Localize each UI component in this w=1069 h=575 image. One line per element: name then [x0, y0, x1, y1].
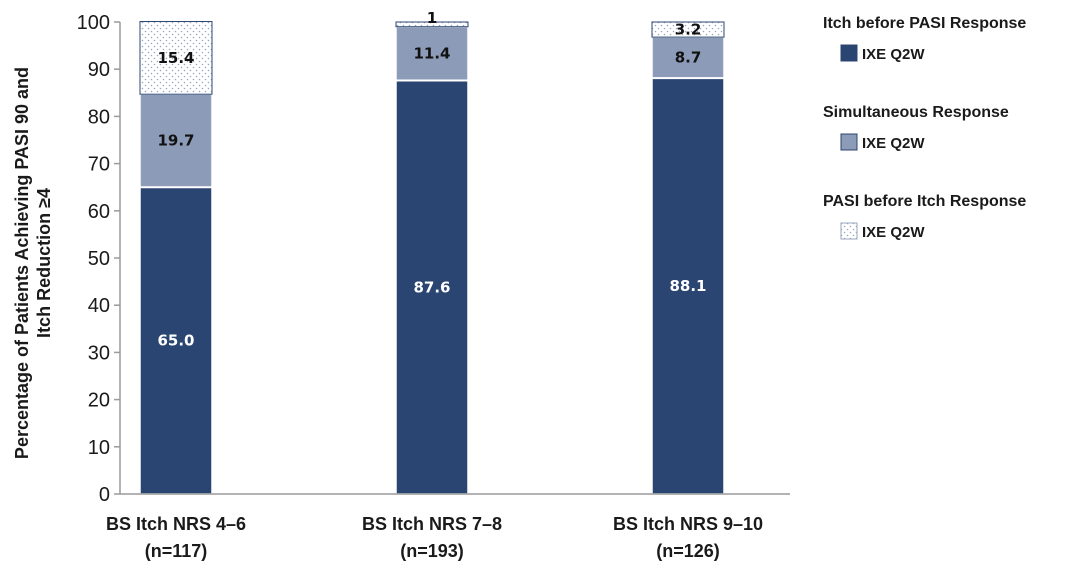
y-axis-title-line: Percentage of Patients Achieving PASI 90… — [12, 67, 32, 459]
bar-segment — [395, 25, 469, 82]
x-category-label-line: BS Itch NRS 7–8 — [362, 514, 502, 534]
legend-group-title: Simultaneous Response — [823, 104, 1009, 121]
y-tick-label: 10 — [88, 437, 110, 459]
legend-entry-label: IXE Q2W — [862, 224, 925, 241]
legend-group-title: PASI before Itch Response — [823, 193, 1026, 210]
x-category-label: BS Itch NRS 7–8 (n=193) — [362, 514, 502, 561]
data-label: 65.0 — [157, 332, 194, 350]
legend-swatch — [840, 44, 858, 62]
y-tick-label: 70 — [88, 154, 110, 176]
legend-swatch — [840, 222, 858, 240]
y-tick-label: 50 — [88, 248, 110, 270]
x-category-label-line: (n=117) — [145, 541, 208, 561]
y-tick-label: 0 — [99, 484, 110, 506]
y-axis-title-line: Itch Reduction ≥4 — [34, 188, 54, 338]
legend-group-title: Itch before PASI Response — [823, 15, 1026, 32]
legend-swatch — [840, 133, 858, 151]
data-label: 1 — [427, 9, 437, 27]
y-tick-label: 80 — [88, 106, 110, 128]
bar-segment — [139, 186, 213, 495]
x-category-label-line: (n=193) — [400, 541, 464, 561]
bar-segment — [139, 21, 213, 95]
y-tick-label: 90 — [88, 59, 110, 81]
x-category-label-line: (n=126) — [656, 541, 720, 561]
data-label: 87.6 — [413, 278, 450, 296]
y-tick-label: 30 — [88, 342, 110, 364]
legend-entry-label: IXE Q2W — [862, 46, 925, 63]
bar-segment — [651, 77, 725, 495]
y-axis: 0 10 20 30 40 50 60 70 80 90 100 — [77, 12, 121, 506]
y-axis-label: Percentage of Patients Achieving PASI 90… — [12, 67, 54, 459]
x-category-label-line: BS Itch NRS 9–10 — [613, 514, 763, 534]
y-tick-label: 40 — [88, 295, 110, 317]
data-label: 19.7 — [157, 132, 194, 150]
bars: 65.0 19.7 15.4 87.6 11.4 1 88.1 8.7 3.2 — [139, 9, 725, 495]
legend-entry-label: IXE Q2W — [862, 135, 925, 152]
x-axis: BS Itch NRS 4–6 (n=117) BS Itch NRS 7–8 (n=… — [106, 493, 790, 561]
y-tick-label: 100 — [77, 12, 110, 34]
x-category-label-line: BS Itch NRS 4–6 — [106, 514, 246, 534]
data-label: 15.4 — [157, 49, 194, 67]
y-axis-title: Percentage of Patients Achieving PASI 90… — [12, 67, 54, 459]
data-label: 88.1 — [669, 277, 706, 295]
y-tick-label: 20 — [88, 390, 110, 412]
x-category-label: BS Itch NRS 4–6 (n=117) — [106, 514, 246, 561]
data-label: 11.4 — [413, 45, 450, 63]
bar-segment — [395, 21, 469, 28]
data-label: 3.2 — [675, 21, 702, 39]
bar-segment — [651, 21, 725, 38]
legend: Itch before PASI Response IXE Q2W Simultan… — [823, 15, 1026, 241]
data-label: 8.7 — [675, 49, 702, 67]
y-tick-label: 60 — [88, 201, 110, 223]
x-category-label: BS Itch NRS 9–10 (n=126) — [613, 514, 763, 561]
